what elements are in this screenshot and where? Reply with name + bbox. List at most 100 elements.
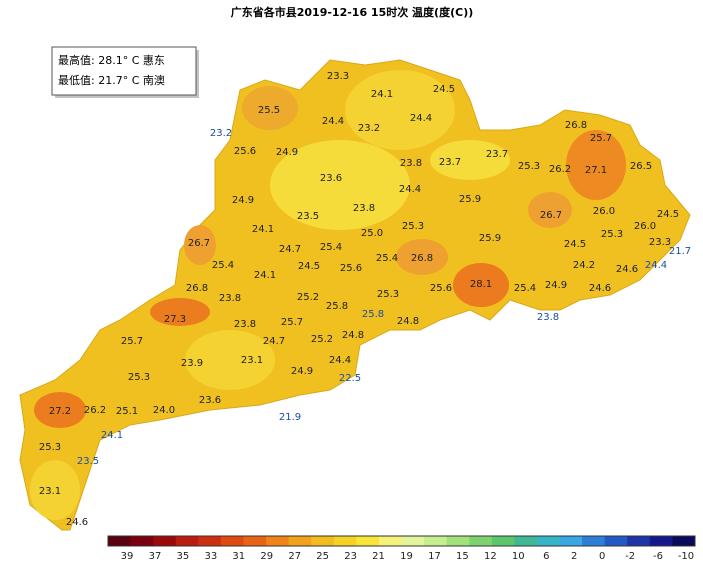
colorbar-tick-label: 2 [571, 551, 577, 562]
temperature-label: 24.4 [329, 355, 351, 366]
temperature-label: 25.3 [601, 229, 623, 240]
temperature-label: 25.8 [326, 301, 348, 312]
temperature-label: 25.1 [116, 406, 138, 417]
colorbar-tick-label: 35 [177, 551, 190, 562]
title: 广东省各市县2019-12-16 15时次 温度(度(C)) [231, 5, 474, 19]
temperature-label: 25.3 [377, 289, 399, 300]
temperature-label: 27.2 [49, 406, 71, 417]
temperature-label: 23.9 [181, 358, 203, 369]
temperature-label: 23.5 [297, 211, 319, 222]
temperature-label: 25.3 [128, 372, 150, 383]
colorbar-tick-label: 29 [260, 551, 273, 562]
temperature-label: 21.9 [279, 412, 301, 423]
temperature-label: 24.6 [616, 264, 638, 275]
temperature-label: 25.4 [376, 253, 398, 264]
colorbar-tick-label: -2 [625, 551, 635, 562]
temperature-label: 24.5 [657, 209, 679, 220]
temperature-label: 23.1 [39, 486, 61, 497]
colorbar-cell [220, 536, 244, 546]
temperature-label: 24.7 [279, 244, 301, 255]
temperature-label: 24.0 [153, 405, 175, 416]
colorbar-tick-label: 19 [400, 551, 413, 562]
colorbar-cell [356, 536, 380, 546]
temperature-label: 25.2 [311, 334, 333, 345]
temperature-label: 24.9 [545, 280, 567, 291]
temperature-label: 28.1 [470, 279, 492, 290]
temperature-label: 26.0 [634, 221, 656, 232]
max-stat: 最高值: 28.1° C 惠东 [58, 53, 165, 67]
temperature-label: 26.7 [540, 210, 562, 221]
colorbar-cell [469, 536, 493, 546]
temperature-label: 26.8 [565, 120, 587, 131]
colorbar-cell [311, 536, 335, 546]
colorbar-cell [604, 536, 628, 546]
colorbar-cell [491, 536, 515, 546]
colorbar-tick-label: 33 [204, 551, 217, 562]
temperature-label: 24.9 [276, 147, 298, 158]
temperature-label: 25.3 [518, 161, 540, 172]
colorbar-tick-label: 10 [512, 551, 525, 562]
min-stat: 最低值: 21.7° C 南澳 [58, 74, 165, 87]
colorbar-cell [288, 536, 312, 546]
temperature-label: 24.1 [252, 224, 274, 235]
temperature-label: 23.8 [537, 312, 559, 323]
temperature-label: 22.5 [339, 373, 361, 384]
colorbar-cell [627, 536, 651, 546]
province-shape [19, 59, 691, 531]
temperature-label: 24.8 [342, 330, 364, 341]
temperature-label: 25.3 [39, 442, 61, 453]
temperature-label: 26.7 [188, 238, 210, 249]
colorbar-cell [266, 536, 290, 546]
temperature-label: 24.1 [254, 270, 276, 281]
colorbar-cell [582, 536, 606, 546]
temperature-label: 23.8 [400, 158, 422, 169]
temperature-label: 26.8 [186, 283, 208, 294]
colorbar-cell [198, 536, 222, 546]
colorbar-tick-label: 21 [372, 551, 385, 562]
temperature-label: 24.5 [433, 84, 455, 95]
temperature-label: 25.9 [459, 194, 481, 205]
temperature-label: 27.3 [164, 314, 186, 325]
temperature-label: 23.1 [241, 355, 263, 366]
temperature-label: 23.8 [353, 203, 375, 214]
temperature-label: 24.1 [371, 89, 393, 100]
colorbar-tick-label: -6 [653, 551, 663, 562]
colorbar-cell [424, 536, 448, 546]
temperature-label: 23.6 [320, 173, 342, 184]
temperature-label: 23.6 [199, 395, 221, 406]
temperature-label: 25.8 [362, 309, 384, 320]
temperature-label: 23.7 [439, 157, 461, 168]
temperature-label: 24.9 [291, 366, 313, 377]
temperature-label: 25.7 [121, 336, 143, 347]
colorbar-cell [559, 536, 583, 546]
colorbar-tick-label: 0 [599, 551, 605, 562]
temperature-label: 23.3 [327, 71, 349, 82]
temperature-label: 23.8 [234, 319, 256, 330]
temperature-label: 24.1 [101, 430, 123, 441]
colorbar-tick-label: 23 [344, 551, 357, 562]
colorbar-cell [649, 536, 673, 546]
temperature-label: 25.6 [234, 146, 256, 157]
colorbar-tick-label: 15 [456, 551, 469, 562]
temperature-label: 21.7 [669, 246, 691, 257]
colorbar-frame [107, 535, 696, 547]
temperature-label: 25.6 [340, 263, 362, 274]
colorbar-cell [243, 536, 267, 546]
colorbar-cell [153, 536, 177, 546]
temperature-label: 27.1 [585, 165, 607, 176]
temperature-label: 25.9 [479, 233, 501, 244]
colorbar-tick-label: 25 [316, 551, 329, 562]
temperature-label: 24.6 [589, 283, 611, 294]
temperature-label: 24.7 [263, 336, 285, 347]
colorbar-tick-label: 17 [428, 551, 441, 562]
colorbar-tick-label: 6 [543, 551, 549, 562]
temperature-label: 24.4 [322, 116, 344, 127]
colorbar-cell [514, 536, 538, 546]
temperature-label: 24.8 [397, 316, 419, 327]
temperature-label: 26.2 [549, 164, 571, 175]
temperature-label: 23.3 [649, 237, 671, 248]
temperature-label: 25.7 [281, 317, 303, 328]
temperature-label: 23.2 [358, 123, 380, 134]
colorbar-cell [108, 536, 132, 546]
